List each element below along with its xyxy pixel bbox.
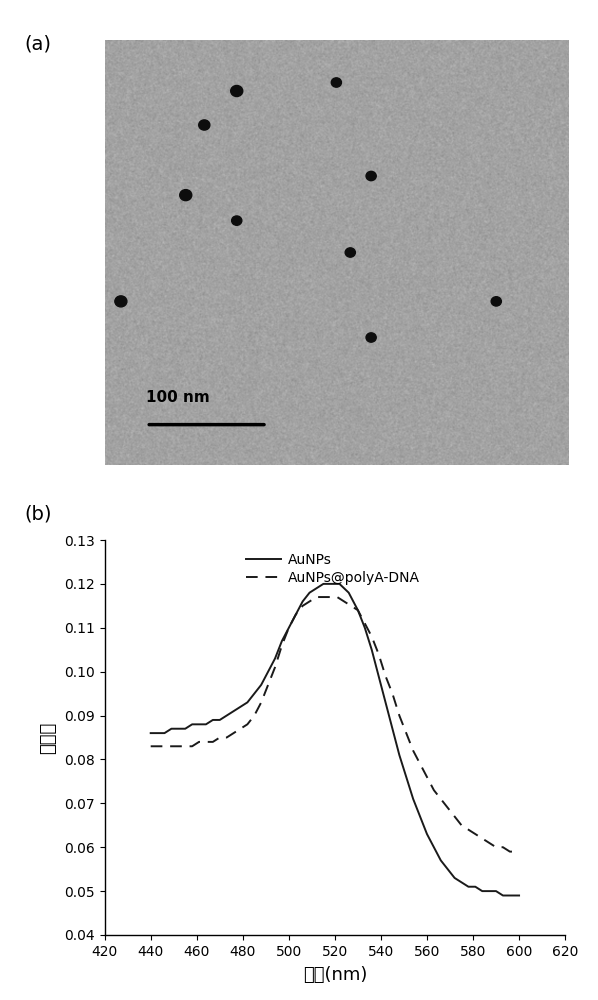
AuNPs	[375, 670, 382, 682]
AuNPs	[431, 841, 438, 853]
AuNPs@polyA-DNA	[313, 591, 320, 603]
AuNPs@polyA-DNA	[285, 622, 292, 634]
AuNPs	[285, 622, 292, 634]
AuNPs	[354, 604, 361, 616]
Circle shape	[180, 190, 192, 201]
AuNPs@polyA-DNA	[147, 740, 154, 752]
Text: (a): (a)	[24, 35, 51, 54]
AuNPs	[320, 578, 327, 590]
Circle shape	[115, 296, 127, 307]
Y-axis label: 吸光值: 吸光值	[39, 721, 57, 754]
Circle shape	[199, 120, 210, 130]
AuNPs	[147, 727, 154, 739]
AuNPs	[154, 727, 161, 739]
Legend: AuNPs, AuNPs@polyA-DNA: AuNPs, AuNPs@polyA-DNA	[240, 547, 425, 590]
Circle shape	[366, 333, 376, 342]
Circle shape	[231, 85, 243, 97]
Circle shape	[491, 297, 501, 306]
Circle shape	[345, 248, 355, 257]
AuNPs@polyA-DNA	[402, 727, 410, 739]
Circle shape	[331, 78, 341, 87]
AuNPs	[499, 890, 507, 902]
AuNPs	[389, 723, 396, 735]
X-axis label: 波长(nm): 波长(nm)	[303, 966, 367, 984]
AuNPs@polyA-DNA	[209, 736, 216, 748]
Circle shape	[231, 216, 242, 225]
AuNPs@polyA-DNA	[515, 846, 523, 858]
AuNPs@polyA-DNA	[368, 631, 376, 643]
AuNPs	[515, 890, 523, 902]
AuNPs@polyA-DNA	[507, 846, 514, 858]
Line: AuNPs: AuNPs	[151, 584, 519, 896]
Circle shape	[366, 171, 376, 181]
AuNPs@polyA-DNA	[354, 604, 361, 616]
Text: (b): (b)	[24, 505, 51, 524]
Line: AuNPs@polyA-DNA: AuNPs@polyA-DNA	[151, 597, 519, 852]
Text: 100 nm: 100 nm	[147, 390, 210, 406]
AuNPs@polyA-DNA	[375, 648, 382, 660]
